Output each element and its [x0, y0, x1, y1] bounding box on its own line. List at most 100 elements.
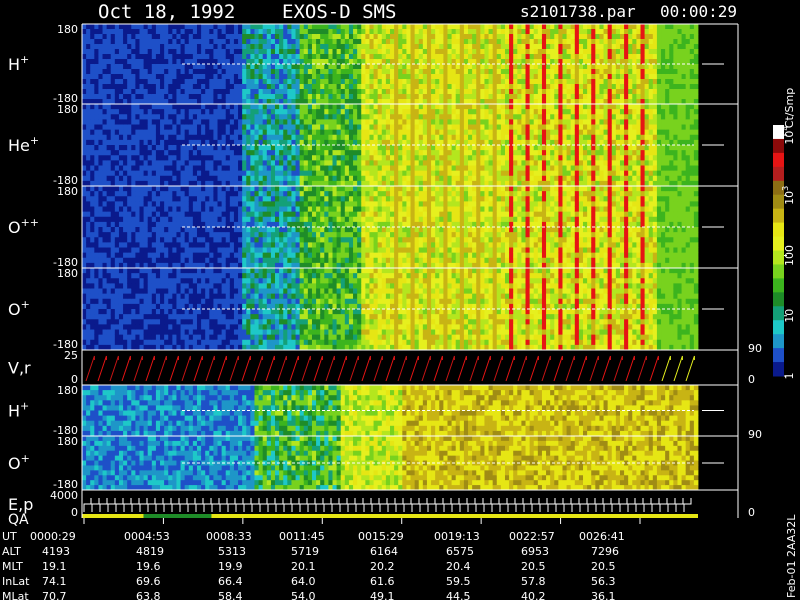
heatmap-cell: [106, 129, 112, 136]
heatmap-cell: [521, 175, 526, 182]
heatmap-cell: [591, 175, 596, 182]
heatmap-cell: [369, 69, 374, 75]
heatmap-cell: [398, 114, 403, 120]
heatmap-cell: [468, 119, 473, 125]
heatmap-cell: [628, 119, 633, 125]
heatmap-cell: [656, 84, 662, 90]
heatmap-cell: [406, 24, 411, 30]
heatmap-cell: [410, 134, 416, 141]
heatmap-cell: [365, 114, 370, 120]
heatmap-cell: [221, 160, 227, 166]
heatmap-cell: [279, 180, 284, 187]
heatmap-cell: [118, 201, 124, 207]
heatmap-cell: [229, 175, 235, 182]
heatmap-cell: [303, 34, 309, 40]
heatmap-cell: [496, 84, 502, 90]
heatmap-cell: [451, 24, 457, 30]
heatmap-cell: [123, 211, 128, 218]
heatmap-cell: [94, 109, 99, 115]
heatmap-cell: [513, 150, 518, 156]
heatmap-cell: [160, 160, 165, 166]
heatmap-cell: [435, 79, 440, 85]
heatmap-cell: [106, 74, 112, 80]
heatmap-cell: [636, 119, 641, 125]
heatmap-cell: [184, 49, 190, 55]
heatmap-cell: [533, 39, 539, 45]
heatmap-cell: [677, 145, 682, 151]
heatmap-cell: [151, 145, 157, 151]
heatmap-cell: [381, 69, 387, 75]
heatmap-cell: [110, 49, 116, 55]
heatmap-cell: [229, 89, 235, 95]
heatmap-cell: [316, 145, 321, 151]
heatmap-cell: [681, 79, 687, 85]
heatmap-cell: [279, 84, 284, 90]
heatmap-cell: [546, 99, 551, 105]
heatmap-cell: [381, 59, 387, 65]
heatmap-cell: [566, 129, 572, 136]
heatmap-cell: [160, 145, 165, 151]
heatmap-cell: [328, 165, 333, 172]
heatmap-cell: [472, 165, 477, 172]
heatmap-cell: [652, 150, 658, 156]
heatmap-cell: [385, 145, 391, 151]
heatmap-cell: [192, 99, 198, 105]
heatmap-cell: [439, 99, 444, 105]
heatmap-cell: [513, 64, 518, 70]
heatmap-cell: [443, 165, 448, 172]
heatmap-cell: [595, 49, 600, 55]
heatmap-cell: [656, 160, 662, 166]
heatmap-cell: [98, 59, 103, 65]
heatmap-cell: [624, 114, 629, 120]
heatmap-cell: [377, 49, 383, 55]
heatmap-cell: [685, 114, 691, 120]
heatmap-cell: [402, 170, 407, 177]
heatmap-cell: [328, 79, 333, 85]
heatmap-cell: [184, 155, 190, 161]
heatmap-cell: [673, 84, 678, 90]
heatmap-cell: [652, 104, 658, 110]
heatmap-cell: [611, 124, 617, 131]
heatmap-cell: [246, 175, 251, 182]
heatmap-cell: [328, 29, 333, 35]
heatmap-cell: [476, 109, 481, 115]
heatmap-cell: [550, 165, 555, 172]
heatmap-cell: [537, 175, 543, 182]
heatmap-cell: [316, 54, 321, 60]
heatmap-cell: [287, 109, 292, 115]
heatmap-cell: [106, 262, 112, 269]
heatmap-cell: [139, 150, 144, 156]
heatmap-cell: [176, 104, 181, 110]
heatmap-cell: [578, 29, 584, 35]
heatmap-cell: [599, 29, 604, 35]
heatmap-cell: [484, 94, 489, 100]
heatmap-cell: [332, 170, 338, 177]
heatmap-cell: [398, 150, 403, 156]
heatmap-cell: [311, 54, 317, 60]
heatmap-cell: [673, 89, 678, 95]
heatmap-cell: [332, 24, 338, 30]
heatmap-cell: [385, 39, 391, 45]
heatmap-cell: [102, 242, 108, 248]
heatmap-cell: [110, 237, 116, 243]
heatmap-cell: [262, 109, 268, 115]
heatmap-cell: [180, 54, 186, 60]
heatmap-cell: [533, 119, 539, 125]
heatmap-cell: [106, 221, 112, 228]
heatmap-cell: [110, 139, 116, 146]
heatmap-cell: [332, 109, 338, 115]
heatmap-cell: [525, 39, 531, 45]
heatmap-cell: [127, 29, 132, 35]
heatmap-cell: [123, 216, 128, 223]
heatmap-cell: [496, 104, 502, 110]
heatmap-cell: [591, 145, 596, 151]
heatmap-cell: [221, 94, 227, 100]
heatmap-cell: [262, 134, 268, 141]
heatmap-cell: [496, 129, 502, 136]
heatmap-cell: [476, 114, 481, 120]
heatmap-cell: [603, 69, 609, 75]
heatmap-cell: [184, 104, 190, 110]
heatmap-cell: [90, 49, 95, 55]
heatmap-cell: [587, 84, 592, 90]
heatmap-cell: [603, 29, 609, 35]
